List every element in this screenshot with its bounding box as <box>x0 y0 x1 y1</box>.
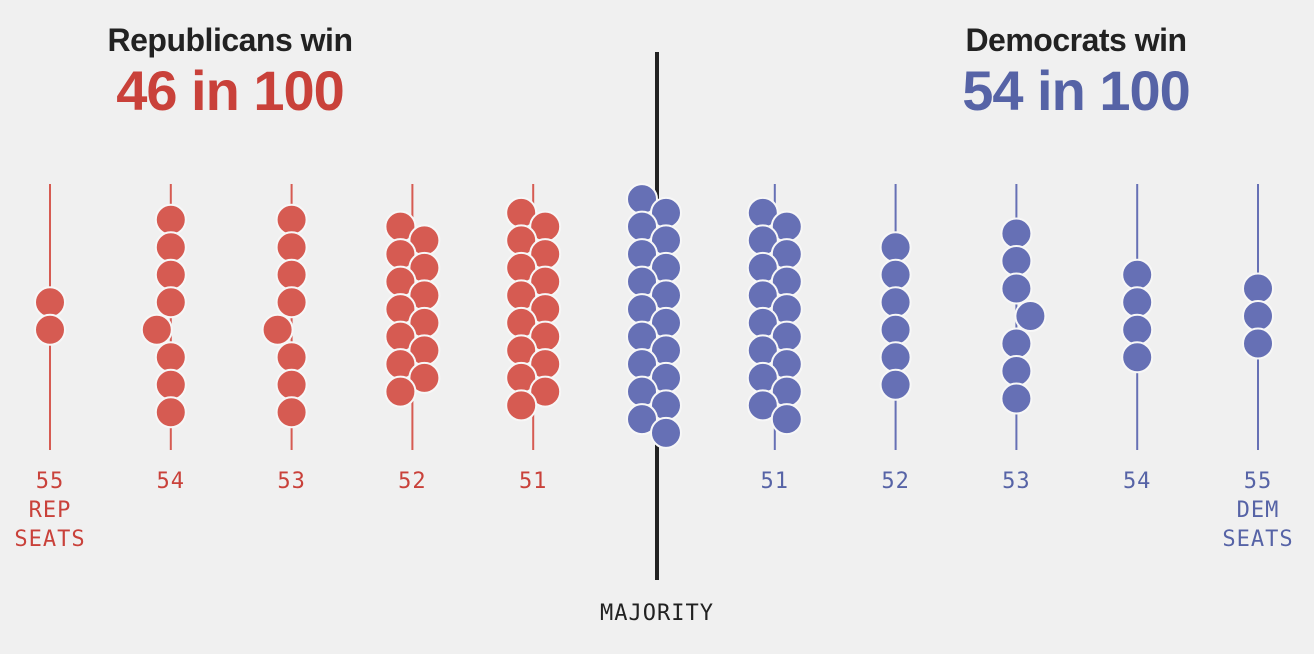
outcome-dot <box>275 341 308 374</box>
seat-label-rep-52: 52 <box>398 469 427 494</box>
outcome-dot <box>879 231 912 264</box>
seat-label-rep-54: 54 <box>157 469 186 494</box>
outcome-dot <box>154 341 187 374</box>
outcome-dot <box>746 389 779 422</box>
outcome-dot <box>384 375 417 408</box>
outcome-dot <box>34 286 66 319</box>
seat-label-dem-55: DEM <box>1237 498 1280 523</box>
outcome-dot <box>408 361 441 394</box>
outcome-dot <box>650 416 682 449</box>
outcome-dot <box>879 313 912 346</box>
outcome-dot <box>1000 355 1033 387</box>
outcome-dot <box>529 375 562 408</box>
outcome-dot <box>275 396 308 429</box>
seat-label-rep-51: 51 <box>519 469 548 494</box>
outcome-dot <box>275 368 308 401</box>
outcome-dot <box>1121 341 1154 374</box>
republican-win-title: Republicans win <box>107 22 353 58</box>
seat-label-dem-52: 52 <box>881 469 910 494</box>
seat-label-rep-55: REP <box>29 498 72 523</box>
outcome-dot <box>1242 272 1274 305</box>
outcome-dot <box>154 258 187 291</box>
outcome-dot <box>1014 300 1047 332</box>
republican-win-odds: 46 in 100 <box>116 59 345 122</box>
outcome-dot <box>275 258 308 291</box>
outcome-dot <box>1121 313 1154 346</box>
outcome-dot <box>275 231 308 264</box>
outcome-dot <box>626 403 658 436</box>
outcome-dot <box>1000 217 1033 250</box>
outcome-dot <box>879 286 912 319</box>
outcome-dot <box>261 313 294 346</box>
outcome-dot <box>1242 327 1274 360</box>
outcome-dot <box>879 258 912 291</box>
majority-label: MAJORITY <box>600 601 714 626</box>
outcome-dot <box>154 286 187 319</box>
seat-label-dem-55: SEATS <box>1222 527 1293 552</box>
outcome-dot <box>505 389 538 422</box>
outcome-dot <box>1121 258 1154 291</box>
outcome-dot <box>154 368 187 401</box>
outcome-dot <box>1242 300 1274 332</box>
democrat-win-odds: 54 in 100 <box>962 59 1191 122</box>
seat-label-dem-51: 51 <box>761 469 790 494</box>
outcome-dot <box>1000 272 1033 305</box>
seat-label-rep-55: SEATS <box>14 527 85 552</box>
seat-label-rep-53: 53 <box>277 469 306 494</box>
seat-label-dem-55: 55 <box>1244 469 1273 494</box>
outcome-dot <box>1000 382 1033 415</box>
outcome-dot <box>154 231 187 264</box>
outcome-dot <box>154 203 187 236</box>
democrat-win-title: Democrats win <box>965 22 1187 58</box>
outcome-dot <box>275 203 308 236</box>
outcome-dot <box>1000 245 1033 277</box>
outcome-dot <box>275 286 308 319</box>
outcome-dot <box>770 403 803 436</box>
outcome-dot <box>34 313 66 346</box>
outcome-dot <box>1121 286 1154 319</box>
republican-headline: Republicans win 46 in 100 <box>20 22 440 123</box>
seat-label-dem-53: 53 <box>1002 469 1031 494</box>
outcome-dot <box>154 396 187 429</box>
democrat-headline: Democrats win 54 in 100 <box>866 22 1286 123</box>
outcome-dot <box>140 313 173 346</box>
outcome-dot <box>879 341 912 374</box>
seat-label-dem-54: 54 <box>1123 469 1152 494</box>
seat-label-rep-55: 55 <box>36 469 65 494</box>
outcome-dot <box>1000 327 1033 360</box>
outcome-dot <box>879 368 912 401</box>
